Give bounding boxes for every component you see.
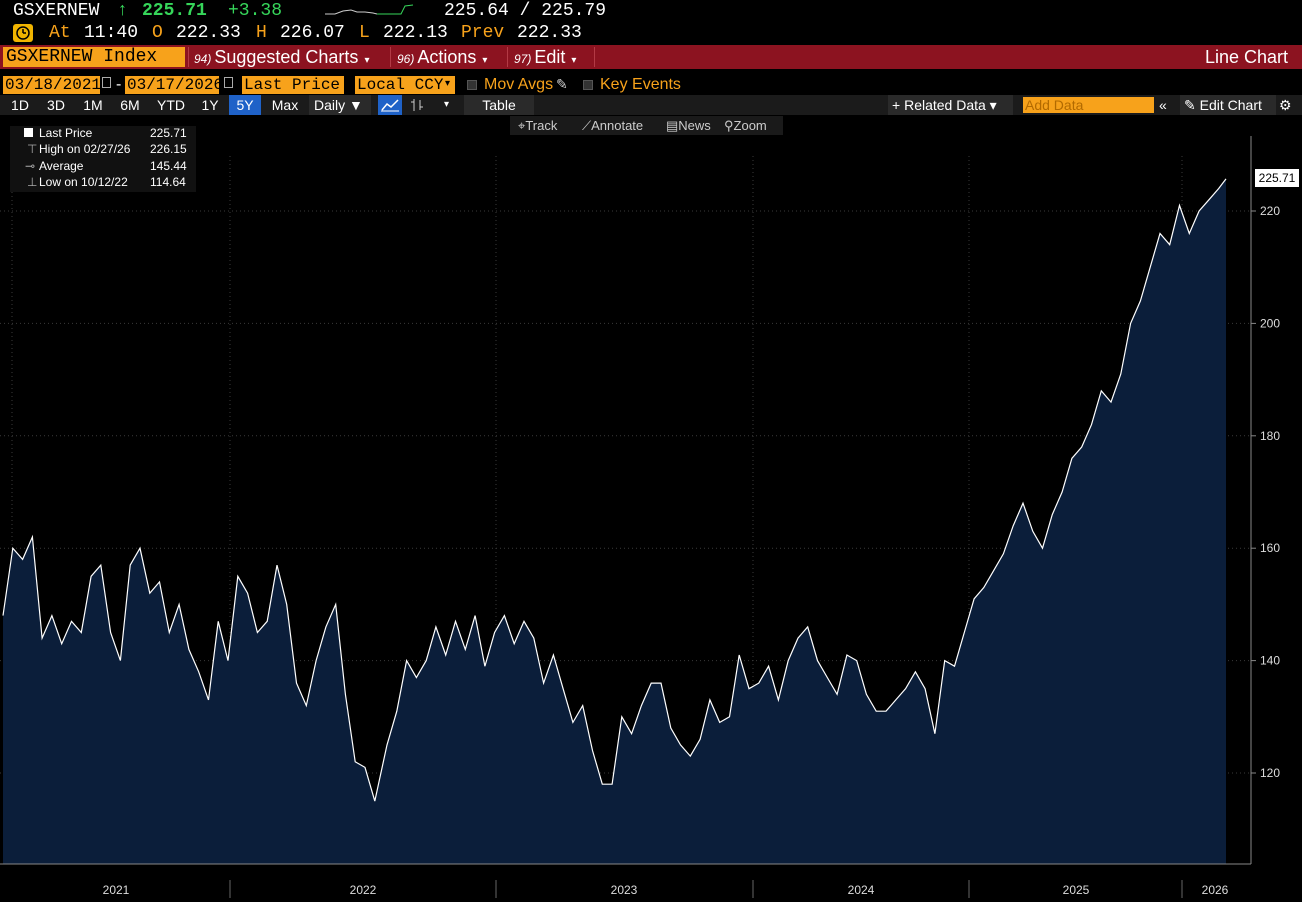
legend-high-value: 226.15	[150, 142, 187, 156]
actions-menu[interactable]: 96) Actions ▾	[397, 47, 488, 67]
at-label: At	[49, 23, 71, 43]
track-tool[interactable]: ⌖ Track	[518, 118, 558, 133]
period-ytd[interactable]: YTD	[157, 97, 185, 113]
legend-avg-value: 145.44	[150, 159, 187, 173]
clock-icon	[13, 24, 33, 42]
currency-select[interactable]: Local CCY	[355, 76, 455, 94]
collapse-icon[interactable]: «	[1159, 97, 1167, 113]
zoom-tool[interactable]: ⚲ Zoom	[724, 118, 767, 133]
legend-high-label: High on 02/27/26	[39, 142, 131, 156]
period-3d[interactable]: 3D	[47, 97, 65, 113]
x-tick-label: 2024	[848, 883, 875, 897]
calendar-icon[interactable]	[224, 77, 233, 88]
bid-ask: 225.64 / 225.79	[444, 1, 607, 21]
line-chart-icon[interactable]	[378, 95, 402, 115]
quote-line-1: GSXERNEW ↑ 225.71 +3.38 225.64 / 225.79	[0, 0, 1302, 22]
ticker: GSXERNEW	[13, 1, 100, 21]
chart-type-label: Line Chart	[1204, 47, 1288, 67]
period-toolbar: 1D 3D 1M 6M YTD 1Y 5Y Max Daily ▼ ▾ Tabl…	[0, 95, 1302, 115]
menu-separator	[188, 47, 189, 67]
security-field[interactable]: GSXERNEW Index	[3, 47, 185, 67]
related-data-button[interactable]: + Related Data ▾	[888, 95, 1013, 115]
gear-icon[interactable]: ⚙	[1279, 97, 1292, 113]
chart-tools-bar: ⌖ Track ⟋ Annotate ▤ News ⚲ Zoom	[510, 116, 783, 135]
high-marker-icon: ⊤	[27, 142, 38, 156]
table-button[interactable]: Table	[464, 95, 534, 115]
menu-separator	[390, 47, 391, 67]
open-value: 222.33	[176, 23, 241, 43]
period-5y[interactable]: 5Y	[229, 95, 261, 115]
quote-line-2: At 11:40 O 222.33 H 226.07 L 222.13 Prev…	[0, 22, 1302, 44]
x-tick-label: 2026	[1202, 883, 1229, 897]
menu-separator	[594, 47, 595, 67]
news-tool[interactable]: ▤ News	[666, 118, 711, 133]
high-value: 226.07	[280, 23, 345, 43]
chevron-down-icon[interactable]: ▾	[444, 99, 450, 110]
y-axis: 120 140 160 180 200 220	[1250, 136, 1280, 864]
y-tick-label: 220	[1260, 204, 1280, 218]
mov-avgs-checkbox[interactable]	[467, 80, 477, 90]
up-arrow-icon: ↑	[117, 1, 128, 21]
price-line	[2, 178, 1227, 802]
annotate-tool[interactable]: ⟋ Annotate	[582, 118, 644, 133]
net-change: +3.38	[228, 1, 283, 21]
chevron-down-icon[interactable]: ▾	[445, 78, 451, 89]
bar-chart-icon[interactable]	[406, 95, 430, 115]
low-marker-icon: ⊥	[27, 175, 38, 189]
period-1d[interactable]: 1D	[11, 97, 29, 113]
chart-controls: 03/18/2021 - 03/17/2026 Last Price Local…	[0, 74, 1302, 94]
prev-label: Prev	[461, 23, 505, 43]
menu-separator	[507, 47, 508, 67]
legend-last-label: Last Price	[39, 126, 93, 140]
y-tick-label: 160	[1260, 541, 1280, 555]
x-tick-label: 2022	[350, 883, 377, 897]
edit-chart-button[interactable]: ✎ Edit Chart	[1180, 95, 1276, 115]
edit-menu[interactable]: 97) Edit ▾	[514, 47, 577, 67]
x-tick-label: 2025	[1063, 883, 1090, 897]
y-tick-label: 180	[1260, 429, 1280, 443]
legend-swatch	[24, 128, 33, 137]
date-separator: -	[116, 76, 122, 93]
open-label: O	[152, 23, 163, 43]
period-1y[interactable]: 1Y	[201, 97, 219, 113]
legend-low-label: Low on 10/12/22	[39, 175, 128, 189]
x-tick-label: 2023	[611, 883, 638, 897]
add-data-input[interactable]: Add Data	[1023, 97, 1154, 113]
average-marker-icon: ⊸	[25, 159, 36, 173]
quote-time: 11:40	[84, 23, 139, 43]
field-select[interactable]: Last Price	[242, 76, 344, 94]
legend-avg-label: Average	[39, 159, 84, 173]
legend-low-value: 114.64	[150, 175, 186, 189]
key-events-label[interactable]: Key Events	[600, 76, 681, 93]
price-area	[3, 178, 1226, 864]
x-tick-label: 2021	[103, 883, 130, 897]
mov-avgs-label[interactable]: Mov Avgs	[484, 76, 554, 93]
start-date-input[interactable]: 03/18/2021	[3, 76, 102, 94]
frequency-select[interactable]: Daily ▼	[309, 95, 371, 115]
y-tick-label: 140	[1260, 654, 1280, 668]
menu-bar: GSXERNEW Index 94) Suggested Charts ▾ 96) A…	[0, 45, 1302, 69]
chart-legend: Last Price 225.71 ⊤ High on 02/27/26 226…	[10, 126, 196, 192]
y-tick-label: 200	[1260, 316, 1280, 330]
calendar-icon[interactable]	[102, 77, 111, 88]
key-events-checkbox[interactable]	[583, 80, 593, 90]
high-label: H	[256, 23, 267, 43]
legend-last-value: 225.71	[150, 126, 187, 140]
period-1m[interactable]: 1M	[83, 97, 103, 113]
end-date-input[interactable]: 03/17/2026	[125, 76, 224, 94]
last-price: 225.71	[142, 1, 207, 21]
prev-value: 222.33	[517, 23, 582, 43]
x-axis: 2021 2022 2023 2024 2025 2026	[0, 863, 1251, 898]
y-tick-label: 120	[1260, 766, 1280, 780]
sparkline-icon	[325, 4, 414, 15]
pencil-icon[interactable]: ✎	[556, 76, 568, 92]
period-6m[interactable]: 6M	[120, 97, 140, 113]
suggested-charts-menu[interactable]: 94) Suggested Charts ▾	[194, 47, 370, 67]
period-max[interactable]: Max	[271, 97, 299, 113]
low-label: L	[359, 23, 370, 43]
last-price-tag: 225.71	[1255, 169, 1299, 187]
low-value: 222.13	[383, 23, 448, 43]
